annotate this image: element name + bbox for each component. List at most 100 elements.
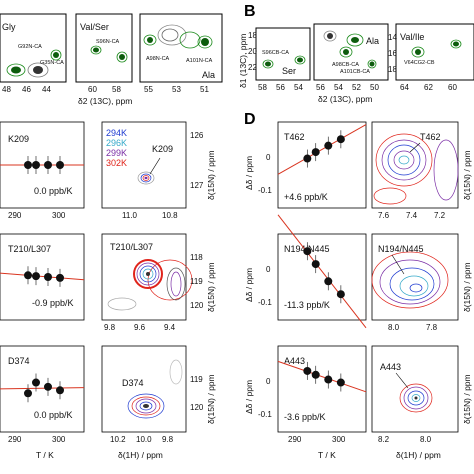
- slope-label: -0.9 ppb/K: [32, 298, 74, 308]
- tick-label: 10.8: [162, 211, 178, 220]
- tick-label: 127: [190, 181, 204, 190]
- tick-label: -0.1: [258, 186, 272, 195]
- temperature-plots: [0, 124, 367, 403]
- tick-label: 64: [400, 83, 409, 92]
- strip-label: Gly: [2, 22, 16, 32]
- tick-label: -0.1: [258, 410, 272, 419]
- data-point: [311, 370, 320, 379]
- tick-label: 8.0: [388, 323, 400, 332]
- residue-label: K209: [8, 134, 29, 144]
- tick-label: 119: [190, 277, 203, 286]
- peak-label: S96CB-CA: [262, 50, 289, 56]
- data-point: [44, 273, 52, 281]
- axis-label-y: Δδ / ppm: [244, 268, 254, 302]
- slope-label: -3.6 ppb/K: [284, 412, 326, 422]
- tick-label: 62: [424, 83, 433, 92]
- data-point: [56, 273, 64, 282]
- axis-label-x: δ(1H) / ppm: [396, 450, 441, 460]
- residue-label: T462: [284, 132, 305, 142]
- nmr-peak: [373, 133, 459, 205]
- data-point: [32, 272, 40, 281]
- fit-line: [277, 360, 367, 393]
- tick-label: 52: [352, 83, 361, 92]
- panel-letter-d: D: [244, 111, 256, 128]
- data-point: [324, 277, 333, 286]
- tick-label: 9.6: [134, 323, 146, 332]
- tick-label: 300: [52, 435, 66, 444]
- axis-label-y: δ(15N) / ppm: [206, 150, 216, 200]
- data-point: [303, 154, 312, 163]
- tick-label: 51: [200, 85, 209, 94]
- nmr-peak: [137, 171, 155, 185]
- tick-label: 55: [144, 85, 153, 94]
- tick-label: 50: [370, 83, 379, 92]
- tick-label: 7.8: [426, 323, 438, 332]
- peak-label: G35N-CA: [40, 60, 64, 66]
- axis-label-y: δ(15N) / ppm: [462, 374, 472, 424]
- data-point: [324, 375, 333, 384]
- panel-letter-b: B: [244, 3, 256, 20]
- strip-label: Val/Ile: [400, 32, 424, 42]
- tick-label: 46: [22, 85, 31, 94]
- data-point: [44, 382, 52, 391]
- tick-label: 10.2: [110, 435, 126, 444]
- tick-label: 290: [288, 435, 302, 444]
- panel-b: B δ1 (13C), ppm S96CB-CA Ser Ala A98CB-C…: [238, 3, 474, 104]
- data-point: [24, 389, 32, 398]
- tick-label: 10.0: [136, 435, 152, 444]
- tick-label: 56: [276, 83, 285, 92]
- panel-a: Gly G92N-CA G35N-CA Val/Ser S96N-CA A98N…: [0, 13, 223, 106]
- nmr-peak: [399, 383, 433, 413]
- tick-label: 60: [88, 85, 97, 94]
- peak-label: N194/N445: [378, 244, 424, 254]
- data-point: [32, 378, 40, 387]
- tick-label: 118: [190, 253, 203, 262]
- tick-label: 9.8: [104, 323, 116, 332]
- data-point: [44, 161, 52, 169]
- tick-label: 22: [248, 63, 257, 72]
- tick-label: 58: [112, 85, 121, 94]
- data-point: [336, 290, 345, 299]
- data-point: [56, 386, 64, 395]
- data-point: [311, 260, 320, 269]
- peak-label: K209: [152, 144, 173, 154]
- peak-label: D374: [122, 378, 144, 388]
- tick-label: 300: [52, 211, 66, 220]
- tick-label: 120: [190, 403, 204, 412]
- peak-label: A98N-CA: [146, 56, 170, 62]
- tick-label: 0: [266, 265, 271, 274]
- tick-label: 119: [190, 375, 203, 384]
- peak-label: G92N-CA: [18, 44, 42, 50]
- slope-label: +4.6 ppb/K: [284, 192, 328, 202]
- data-point: [24, 271, 32, 280]
- tick-label: 120: [190, 301, 204, 310]
- axis-label-y: δ(15N) / ppm: [206, 374, 216, 424]
- data-point: [336, 135, 345, 144]
- peak-label: A101N-CA: [186, 58, 213, 64]
- residue-label: D374: [8, 356, 30, 366]
- fit-line: [0, 387, 85, 390]
- peak-label: A98CB-CA: [332, 62, 359, 68]
- axis-label-x: T / K: [36, 450, 54, 460]
- axis-label-x: δ2 (13C), ppm: [78, 96, 132, 106]
- tick-label: 126: [190, 131, 204, 140]
- nmr-peak: [371, 251, 449, 309]
- peak-label: T462: [420, 132, 441, 142]
- tick-label: 54: [334, 83, 343, 92]
- slope-label: 0.0 ppb/K: [34, 410, 73, 420]
- tick-label: 300: [332, 435, 346, 444]
- residue-label: T210/L307: [8, 244, 51, 254]
- tick-label: 8.0: [420, 435, 432, 444]
- axis-label-y: δ(15N) / ppm: [206, 262, 216, 312]
- tick-label: 18: [248, 31, 257, 40]
- data-point: [303, 366, 312, 375]
- peak-label: A101CB-CA: [340, 69, 370, 75]
- tick-label: 9.8: [162, 435, 174, 444]
- peak-label: V64CG2-CB: [404, 60, 435, 66]
- tick-label: 54: [294, 83, 303, 92]
- legend-299k: 299K: [106, 148, 127, 158]
- strip-label: Ala: [366, 36, 379, 46]
- data-point: [56, 161, 64, 169]
- tick-label: 53: [172, 85, 181, 94]
